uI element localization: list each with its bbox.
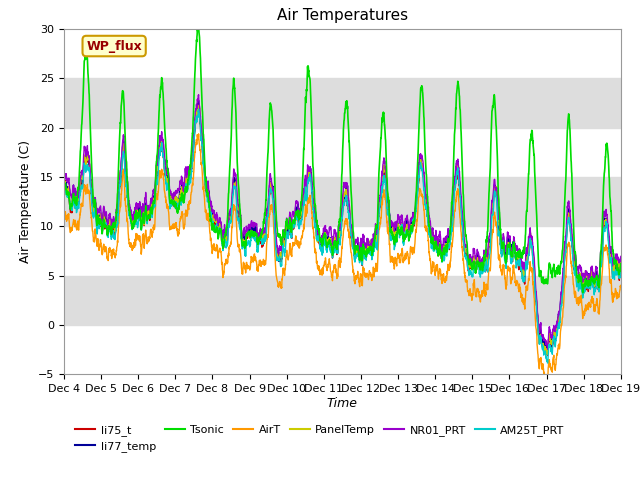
li75_t — [157, 145, 164, 151]
Tsonic — [298, 193, 306, 199]
AM25T_PRT — [274, 256, 282, 262]
PanelTemp — [157, 144, 164, 149]
AirT — [606, 280, 614, 286]
PanelTemp — [617, 259, 625, 265]
AirT — [547, 361, 554, 367]
NR01_PRT — [157, 133, 164, 139]
Tsonic — [157, 86, 164, 92]
AirT — [543, 377, 550, 383]
Bar — [64, 177, 621, 226]
PanelTemp — [124, 191, 131, 196]
NR01_PRT — [547, 327, 554, 333]
Y-axis label: Air Temperature (C): Air Temperature (C) — [19, 140, 33, 263]
li75_t — [274, 252, 282, 257]
Tsonic — [579, 290, 587, 296]
PanelTemp — [195, 102, 202, 108]
AirT — [274, 280, 282, 286]
AirT — [298, 233, 306, 239]
Line: PanelTemp: PanelTemp — [64, 105, 621, 354]
AirT — [157, 172, 164, 178]
Tsonic — [546, 263, 554, 268]
li77_temp — [274, 249, 282, 255]
Tsonic — [617, 261, 625, 267]
NR01_PRT — [298, 202, 306, 207]
li75_t — [547, 338, 554, 344]
Tsonic — [124, 179, 131, 185]
li75_t — [60, 191, 68, 197]
PanelTemp — [60, 187, 68, 192]
li77_temp — [60, 190, 68, 196]
li77_temp — [124, 186, 131, 192]
AirT — [195, 131, 202, 137]
Bar — [64, 276, 621, 325]
AM25T_PRT — [617, 266, 625, 272]
li77_temp — [298, 208, 306, 214]
NR01_PRT — [274, 245, 282, 251]
PanelTemp — [274, 254, 282, 260]
Title: Air Temperatures: Air Temperatures — [277, 9, 408, 24]
PanelTemp — [547, 336, 554, 342]
AM25T_PRT — [124, 192, 131, 198]
Line: AM25T_PRT: AM25T_PRT — [64, 109, 621, 363]
AM25T_PRT — [298, 217, 306, 223]
NR01_PRT — [617, 253, 625, 259]
AirT — [124, 218, 131, 224]
NR01_PRT — [544, 346, 552, 352]
AM25T_PRT — [157, 146, 164, 152]
li77_temp — [543, 351, 551, 357]
li75_t — [124, 192, 131, 197]
Text: WP_flux: WP_flux — [86, 39, 142, 52]
X-axis label: Time: Time — [327, 397, 358, 410]
AirT — [60, 216, 68, 222]
NR01_PRT — [606, 244, 614, 250]
li75_t — [195, 101, 202, 107]
li77_temp — [195, 97, 202, 103]
PanelTemp — [543, 351, 551, 357]
li77_temp — [617, 256, 625, 262]
AirT — [617, 283, 625, 288]
AM25T_PRT — [547, 343, 554, 348]
Line: li75_t: li75_t — [64, 104, 621, 356]
li75_t — [298, 206, 306, 212]
PanelTemp — [606, 253, 614, 259]
li75_t — [606, 253, 614, 259]
Legend: li75_t, li77_temp, Tsonic, AirT, PanelTemp, NR01_PRT, AM25T_PRT: li75_t, li77_temp, Tsonic, AirT, PanelTe… — [75, 425, 564, 452]
li77_temp — [606, 250, 614, 256]
AM25T_PRT — [543, 360, 551, 366]
NR01_PRT — [195, 92, 202, 97]
li77_temp — [157, 143, 164, 149]
AM25T_PRT — [195, 106, 202, 112]
AM25T_PRT — [606, 257, 614, 263]
Line: NR01_PRT: NR01_PRT — [64, 95, 621, 349]
li77_temp — [547, 332, 554, 337]
PanelTemp — [298, 210, 306, 216]
AM25T_PRT — [60, 196, 68, 202]
li75_t — [543, 353, 551, 359]
Line: li77_temp: li77_temp — [64, 100, 621, 354]
Line: AirT: AirT — [64, 134, 621, 380]
Tsonic — [274, 230, 282, 236]
Tsonic — [60, 191, 68, 197]
Bar — [64, 78, 621, 128]
Tsonic — [195, 23, 202, 28]
NR01_PRT — [60, 182, 68, 188]
Tsonic — [606, 197, 614, 203]
NR01_PRT — [124, 179, 131, 184]
Line: Tsonic: Tsonic — [64, 25, 621, 293]
li75_t — [617, 265, 625, 271]
